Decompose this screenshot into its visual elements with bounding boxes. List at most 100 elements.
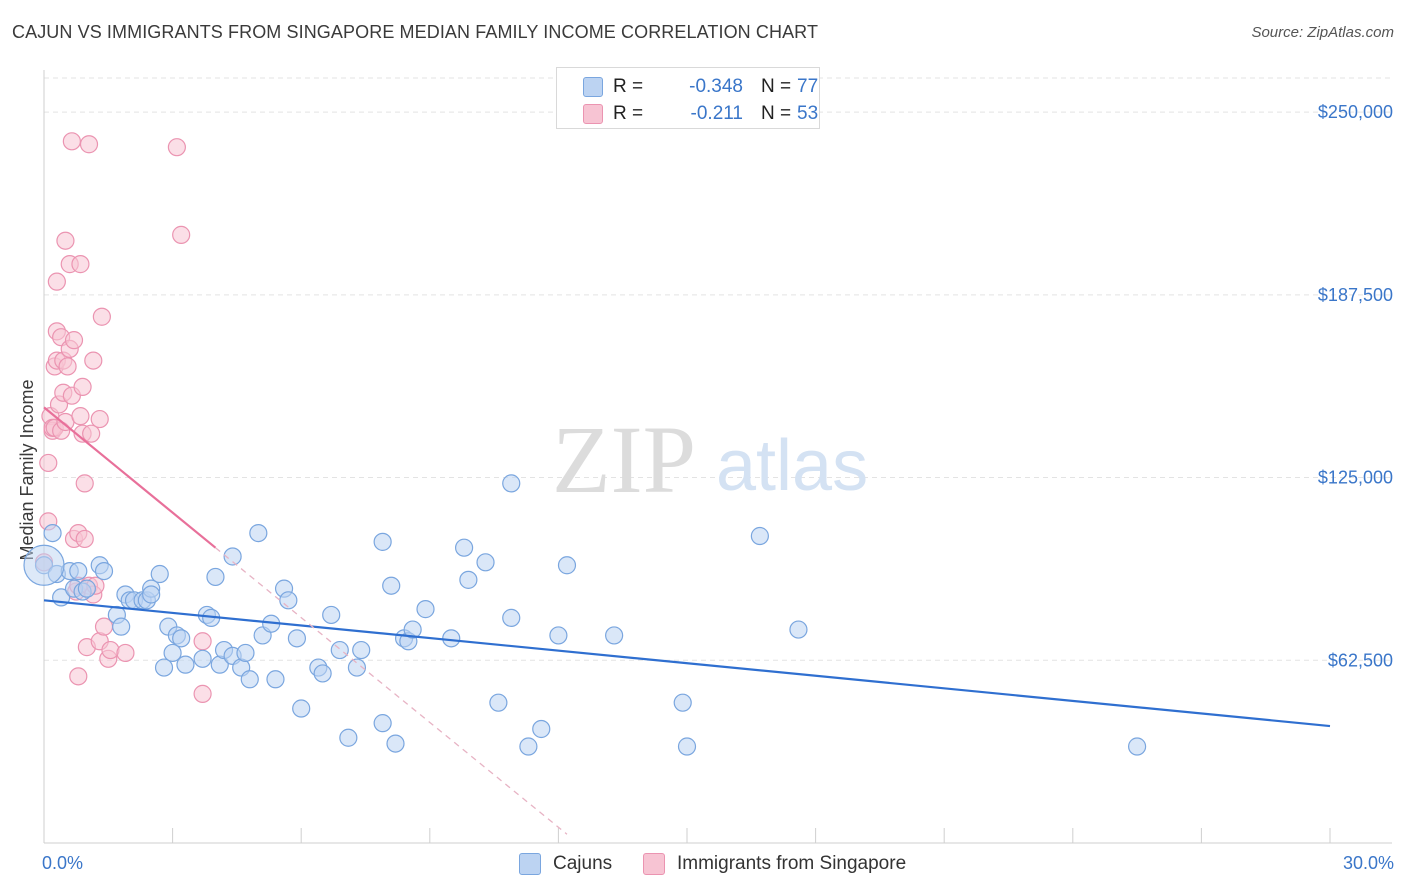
data-point [519, 737, 538, 756]
bottom-legend-label-cajuns: Cajuns [553, 853, 613, 874]
y-axis-label: Median Family Income [17, 379, 37, 560]
data-point [347, 658, 367, 677]
data-point [82, 424, 101, 443]
data-point [549, 626, 568, 645]
data-point [43, 523, 62, 543]
data-point [789, 620, 808, 639]
data-point [442, 629, 461, 648]
data-point [677, 737, 697, 756]
data-point [240, 670, 259, 689]
grid-lines [44, 77, 1392, 661]
data-point [39, 453, 58, 473]
data-point [69, 667, 88, 686]
data-point [69, 561, 88, 581]
data-point [167, 138, 186, 157]
data-point [58, 357, 77, 376]
data-point [403, 620, 422, 639]
data-point [73, 377, 92, 397]
series-immigrants-from-singapore [34, 132, 212, 703]
data-point [176, 655, 195, 674]
legend-swatch-blue [583, 77, 603, 97]
data-point [454, 538, 474, 557]
data-point [77, 579, 96, 598]
legend-r-label: R = [613, 76, 644, 97]
bottom-legend-label-singapore: Immigrants from Singapore [677, 853, 907, 874]
legend-r-label: R = [613, 103, 644, 124]
data-point [154, 658, 174, 677]
data-point [84, 351, 103, 370]
data-point [150, 564, 169, 584]
data-point [750, 526, 769, 546]
trend-line-singapore [43, 406, 217, 549]
data-point [206, 567, 225, 587]
data-point [56, 231, 75, 250]
data-point [163, 643, 182, 663]
x-tick-label-max: 30.0% [1343, 853, 1394, 873]
x-tick-label-min: 0.0% [42, 853, 83, 873]
data-point [382, 576, 401, 595]
data-point [673, 693, 692, 712]
source-credit: Source: ZipAtlas.com [1251, 24, 1394, 41]
data-point [292, 699, 311, 718]
data-point [71, 407, 90, 426]
watermark-zip: ZIP [552, 406, 696, 513]
data-point [459, 570, 478, 589]
data-point [75, 474, 94, 493]
legend-r-value: -0.348 [689, 76, 743, 97]
data-point [92, 307, 111, 326]
data-point [489, 693, 508, 712]
data-point [94, 561, 114, 581]
data-point [557, 556, 577, 575]
data-point [1127, 737, 1147, 756]
data-point [287, 629, 307, 648]
data-point [322, 605, 341, 625]
data-point [116, 643, 135, 663]
y-tick-label: $62,500 [1328, 650, 1393, 670]
legend-r-value: -0.211 [690, 103, 743, 124]
y-tick-labels: $62,500 $125,000 $187,500 $250,000 [1318, 102, 1393, 670]
data-point-large [23, 544, 65, 586]
data-point [502, 608, 521, 627]
y-axis-title: Median Family Income [17, 379, 37, 560]
data-point [352, 640, 371, 660]
data-point [193, 684, 212, 703]
bottom-legend-swatch-blue [519, 853, 541, 875]
data-point [142, 585, 161, 604]
data-point [90, 409, 109, 429]
data-point [502, 474, 521, 493]
series-cajuns [23, 474, 1147, 756]
watermark: ZIP atlas [552, 406, 868, 513]
legend-swatch-pink [583, 104, 603, 124]
data-point [605, 626, 624, 645]
watermark-atlas: atlas [716, 426, 868, 506]
x-ticks [43, 828, 1331, 843]
chart-title: CAJUN VS IMMIGRANTS FROM SINGAPORE MEDIA… [12, 22, 819, 42]
data-point [223, 547, 242, 566]
data-point [386, 734, 405, 753]
y-tick-label: $125,000 [1318, 468, 1393, 488]
data-point [532, 719, 551, 739]
data-point [172, 225, 191, 244]
data-point [62, 132, 81, 151]
data-point [236, 643, 255, 663]
data-point [330, 640, 349, 660]
y-tick-label: $187,500 [1318, 285, 1393, 305]
data-point [249, 523, 268, 543]
data-point [112, 617, 131, 636]
data-point [373, 532, 392, 551]
legend-n-label: N = [761, 103, 792, 124]
legend-n-label: N = [761, 76, 792, 97]
legend-n-value: 53 [797, 103, 819, 124]
data-point [75, 529, 94, 549]
data-point [193, 649, 212, 668]
data-point [79, 135, 99, 154]
data-point [279, 591, 298, 610]
data-point [47, 272, 66, 291]
data-point [476, 553, 495, 572]
legend-n-value: 77 [797, 76, 819, 97]
data-point [64, 331, 84, 350]
trend-lines [43, 406, 1331, 835]
bottom-legend-swatch-pink [643, 853, 665, 875]
data-point [313, 664, 332, 683]
